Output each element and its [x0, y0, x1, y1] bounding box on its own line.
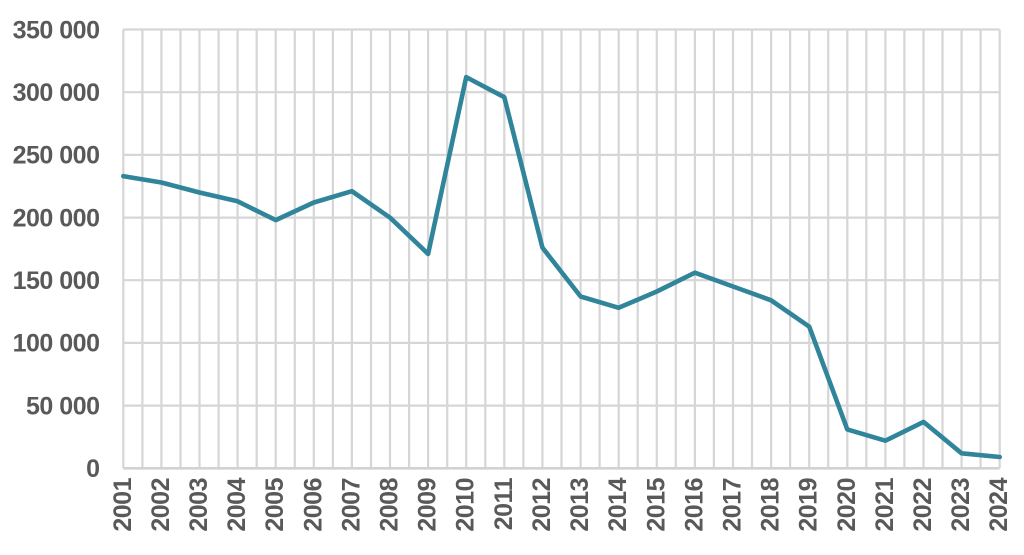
y-tick-label: 300 000: [13, 79, 100, 107]
x-tick-label: 2024: [985, 477, 1013, 531]
x-tick-label: 2023: [947, 478, 975, 532]
x-tick-label: 2010: [452, 478, 480, 532]
x-tick-label: 2009: [414, 478, 442, 532]
x-tick-label: 2016: [680, 478, 708, 532]
x-tick-label: 2020: [833, 478, 861, 532]
x-tick-label: 2021: [871, 477, 899, 531]
x-tick-label: 2005: [261, 477, 289, 531]
x-tick-label: 2017: [719, 478, 747, 532]
y-tick-label: 100 000: [13, 330, 100, 358]
vertical-gridlines: [122, 29, 1001, 469]
data-line: [121, 74, 1003, 460]
y-tick-label: 200 000: [13, 204, 100, 232]
horizontal-gridlines: [123, 28, 1000, 470]
x-tick-label: 2004: [223, 477, 251, 531]
y-tick-label: 0: [86, 455, 99, 483]
x-tick-label: 2006: [299, 478, 327, 532]
x-tick-label: 2013: [566, 478, 594, 532]
x-tick-label: 2011: [490, 477, 518, 530]
y-tick-label: 150 000: [13, 267, 100, 295]
y-tick-label: 350 000: [13, 16, 100, 44]
x-tick-label: 2015: [642, 477, 670, 531]
x-tick-label: 2018: [757, 477, 785, 531]
x-tick-label: 2014: [604, 477, 632, 531]
x-tick-label: 2008: [376, 477, 404, 531]
x-tick-label: 2007: [337, 478, 365, 532]
y-tick-label: 50 000: [26, 392, 99, 420]
x-axis-labels: 2001 2002 2003 2004 2005 2006 2007 2008 2009 2010…: [109, 477, 1013, 531]
x-tick-label: 2019: [795, 478, 823, 532]
x-tick-label: 2002: [147, 478, 175, 532]
x-tick-label: 2022: [909, 478, 937, 532]
y-tick-label: 250 000: [13, 142, 100, 170]
x-tick-label: 2012: [528, 478, 556, 532]
x-tick-label: 2001: [109, 477, 137, 531]
y-axis-labels: 0 50 000 100 000 150 000 200 000 250 000 300 0…: [13, 16, 100, 483]
data-series: [121, 74, 1003, 460]
x-tick-label: 2003: [185, 478, 213, 532]
